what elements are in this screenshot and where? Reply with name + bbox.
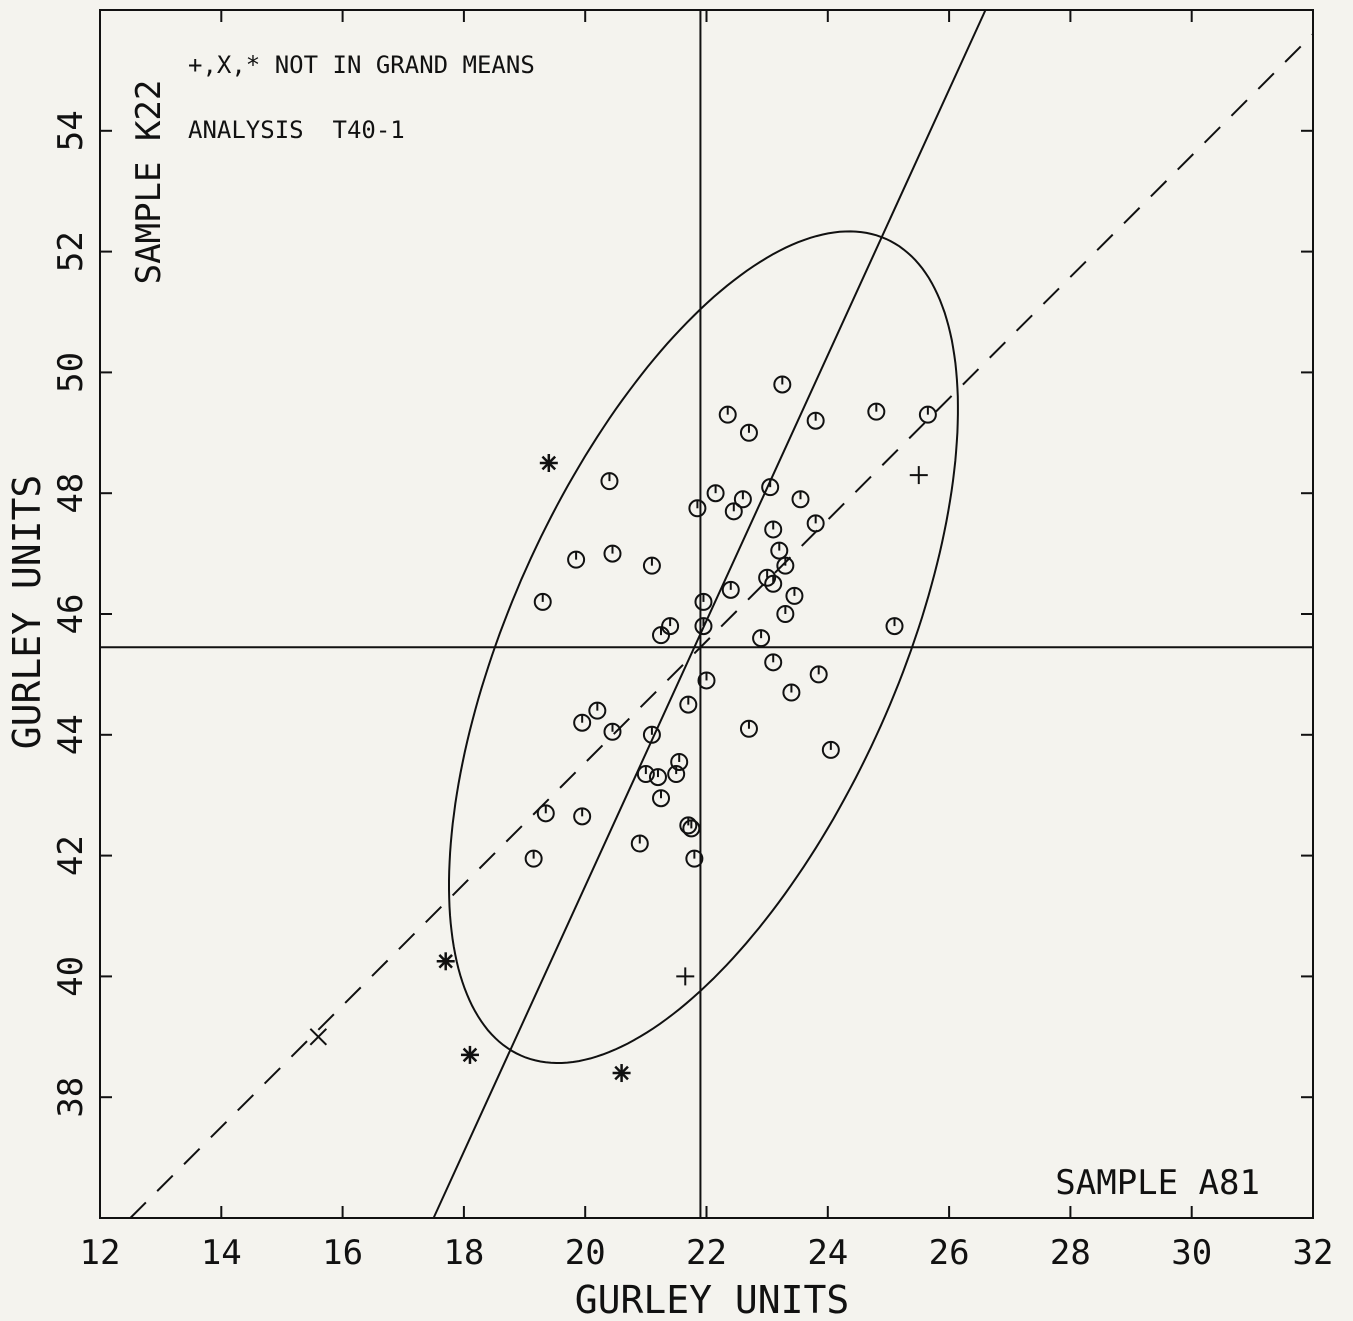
y-tick-label: 38 — [51, 1077, 91, 1118]
data-point-circle — [885, 617, 904, 636]
equality-line — [129, 33, 1314, 1219]
annotation-not-in-grand-means: +,X,* NOT IN GRAND MEANS — [188, 51, 535, 79]
y-tick-label: 44 — [51, 714, 91, 755]
annotation-analysis: ANALYSIS T40-1 — [188, 116, 405, 144]
data-point-circle — [806, 411, 825, 430]
data-point-circle — [806, 514, 825, 533]
data-point-plus — [909, 466, 928, 485]
tick-labels: 12 14 16 18 20 22 24 26 28 30 32 38 40 42 44 46 48 50 52 54 — [51, 110, 1333, 1273]
tick-marks — [99, 10, 1314, 1218]
data-point-circle — [733, 490, 752, 509]
x-tick-label: 14 — [201, 1233, 242, 1273]
x-tick-label: 22 — [686, 1233, 727, 1273]
data-point-circle — [764, 574, 783, 593]
y-axis-label: GURLEY UNITS — [5, 475, 49, 750]
data-point-circle — [739, 423, 758, 442]
data-point-circle — [682, 819, 701, 838]
data-marks — [309, 375, 937, 1083]
data-point-circle — [567, 550, 586, 569]
data-point-circle — [739, 719, 758, 738]
data-point-circle — [773, 375, 792, 394]
data-point-circle — [652, 626, 671, 645]
x-tick-label: 26 — [929, 1233, 970, 1273]
x-tick-label: 28 — [1050, 1233, 1091, 1273]
data-point-circle — [636, 765, 655, 784]
data-point-circle — [648, 768, 667, 787]
data-point-circle — [642, 725, 661, 744]
data-point-circle — [776, 605, 795, 623]
data-point-circle — [776, 556, 795, 575]
data-point-circle — [536, 804, 555, 823]
x-tick-label: 32 — [1293, 1233, 1334, 1273]
data-point-circle — [524, 849, 543, 868]
data-point-circle — [603, 722, 622, 741]
data-point-circle — [706, 484, 725, 503]
data-point-asterisk — [436, 952, 455, 971]
data-point-circle — [782, 683, 801, 702]
data-point-circle — [688, 499, 707, 518]
plot-frame — [99, 9, 1314, 1219]
y-tick-label: 54 — [51, 110, 91, 151]
data-point-circle — [867, 402, 886, 421]
data-point-asterisk — [612, 1064, 631, 1083]
data-point-circle — [573, 713, 592, 732]
data-point-circle — [642, 556, 661, 575]
data-point-asterisk — [460, 1045, 479, 1064]
data-point-circle — [821, 740, 840, 759]
y-sample-label: SAMPLE K22 — [129, 80, 169, 285]
data-point-circle — [761, 478, 780, 497]
fit-line — [432, 9, 987, 1219]
data-point-circle — [652, 789, 671, 808]
data-point-circle — [752, 629, 771, 648]
data-point-circle — [764, 653, 783, 672]
y-tick-label: 40 — [51, 956, 91, 997]
y-tick-label: 46 — [51, 594, 91, 635]
y-tick-label: 48 — [51, 473, 91, 514]
data-point-circle — [630, 834, 649, 853]
confidence-ellipse — [448, 230, 959, 1064]
data-point-asterisk — [539, 454, 558, 472]
data-point-circle — [685, 849, 704, 868]
data-point-circle — [918, 405, 937, 424]
x-tick-label: 12 — [80, 1233, 121, 1273]
data-point-plus — [676, 967, 695, 986]
x-tick-label: 16 — [322, 1233, 363, 1273]
data-point-x — [309, 1028, 328, 1046]
data-point-circle — [600, 472, 619, 491]
x-axis-label: GURLEY UNITS — [575, 1278, 850, 1321]
x-tick-label: 30 — [1171, 1233, 1212, 1273]
reference-lines — [100, 9, 1314, 1219]
data-point-circle — [724, 502, 743, 521]
data-point-circle — [758, 568, 777, 587]
data-point-circle — [721, 580, 740, 599]
data-point-circle — [770, 541, 789, 560]
data-point-circle — [603, 544, 622, 563]
x-tick-label: 18 — [443, 1233, 484, 1273]
y-tick-label: 52 — [51, 231, 91, 272]
data-point-circle — [764, 520, 783, 539]
data-point-circle — [694, 592, 713, 611]
data-point-circle — [588, 701, 607, 720]
x-sample-label: SAMPLE A81 — [1055, 1163, 1260, 1203]
data-point-circle — [679, 695, 698, 714]
x-tick-label: 24 — [807, 1233, 848, 1273]
data-point-circle — [791, 490, 810, 509]
data-point-circle — [718, 405, 737, 424]
data-point-circle — [573, 807, 592, 826]
data-point-circle — [667, 765, 686, 784]
data-point-circle — [670, 752, 689, 771]
y-tick-label: 50 — [51, 352, 91, 393]
data-point-circle — [533, 592, 552, 611]
data-point-circle — [661, 617, 680, 636]
data-point-circle — [697, 671, 716, 690]
data-point-circle — [694, 617, 713, 636]
data-point-circle — [809, 665, 828, 684]
data-point-circle — [785, 586, 804, 605]
x-tick-label: 20 — [565, 1233, 606, 1273]
y-tick-label: 42 — [51, 835, 91, 876]
